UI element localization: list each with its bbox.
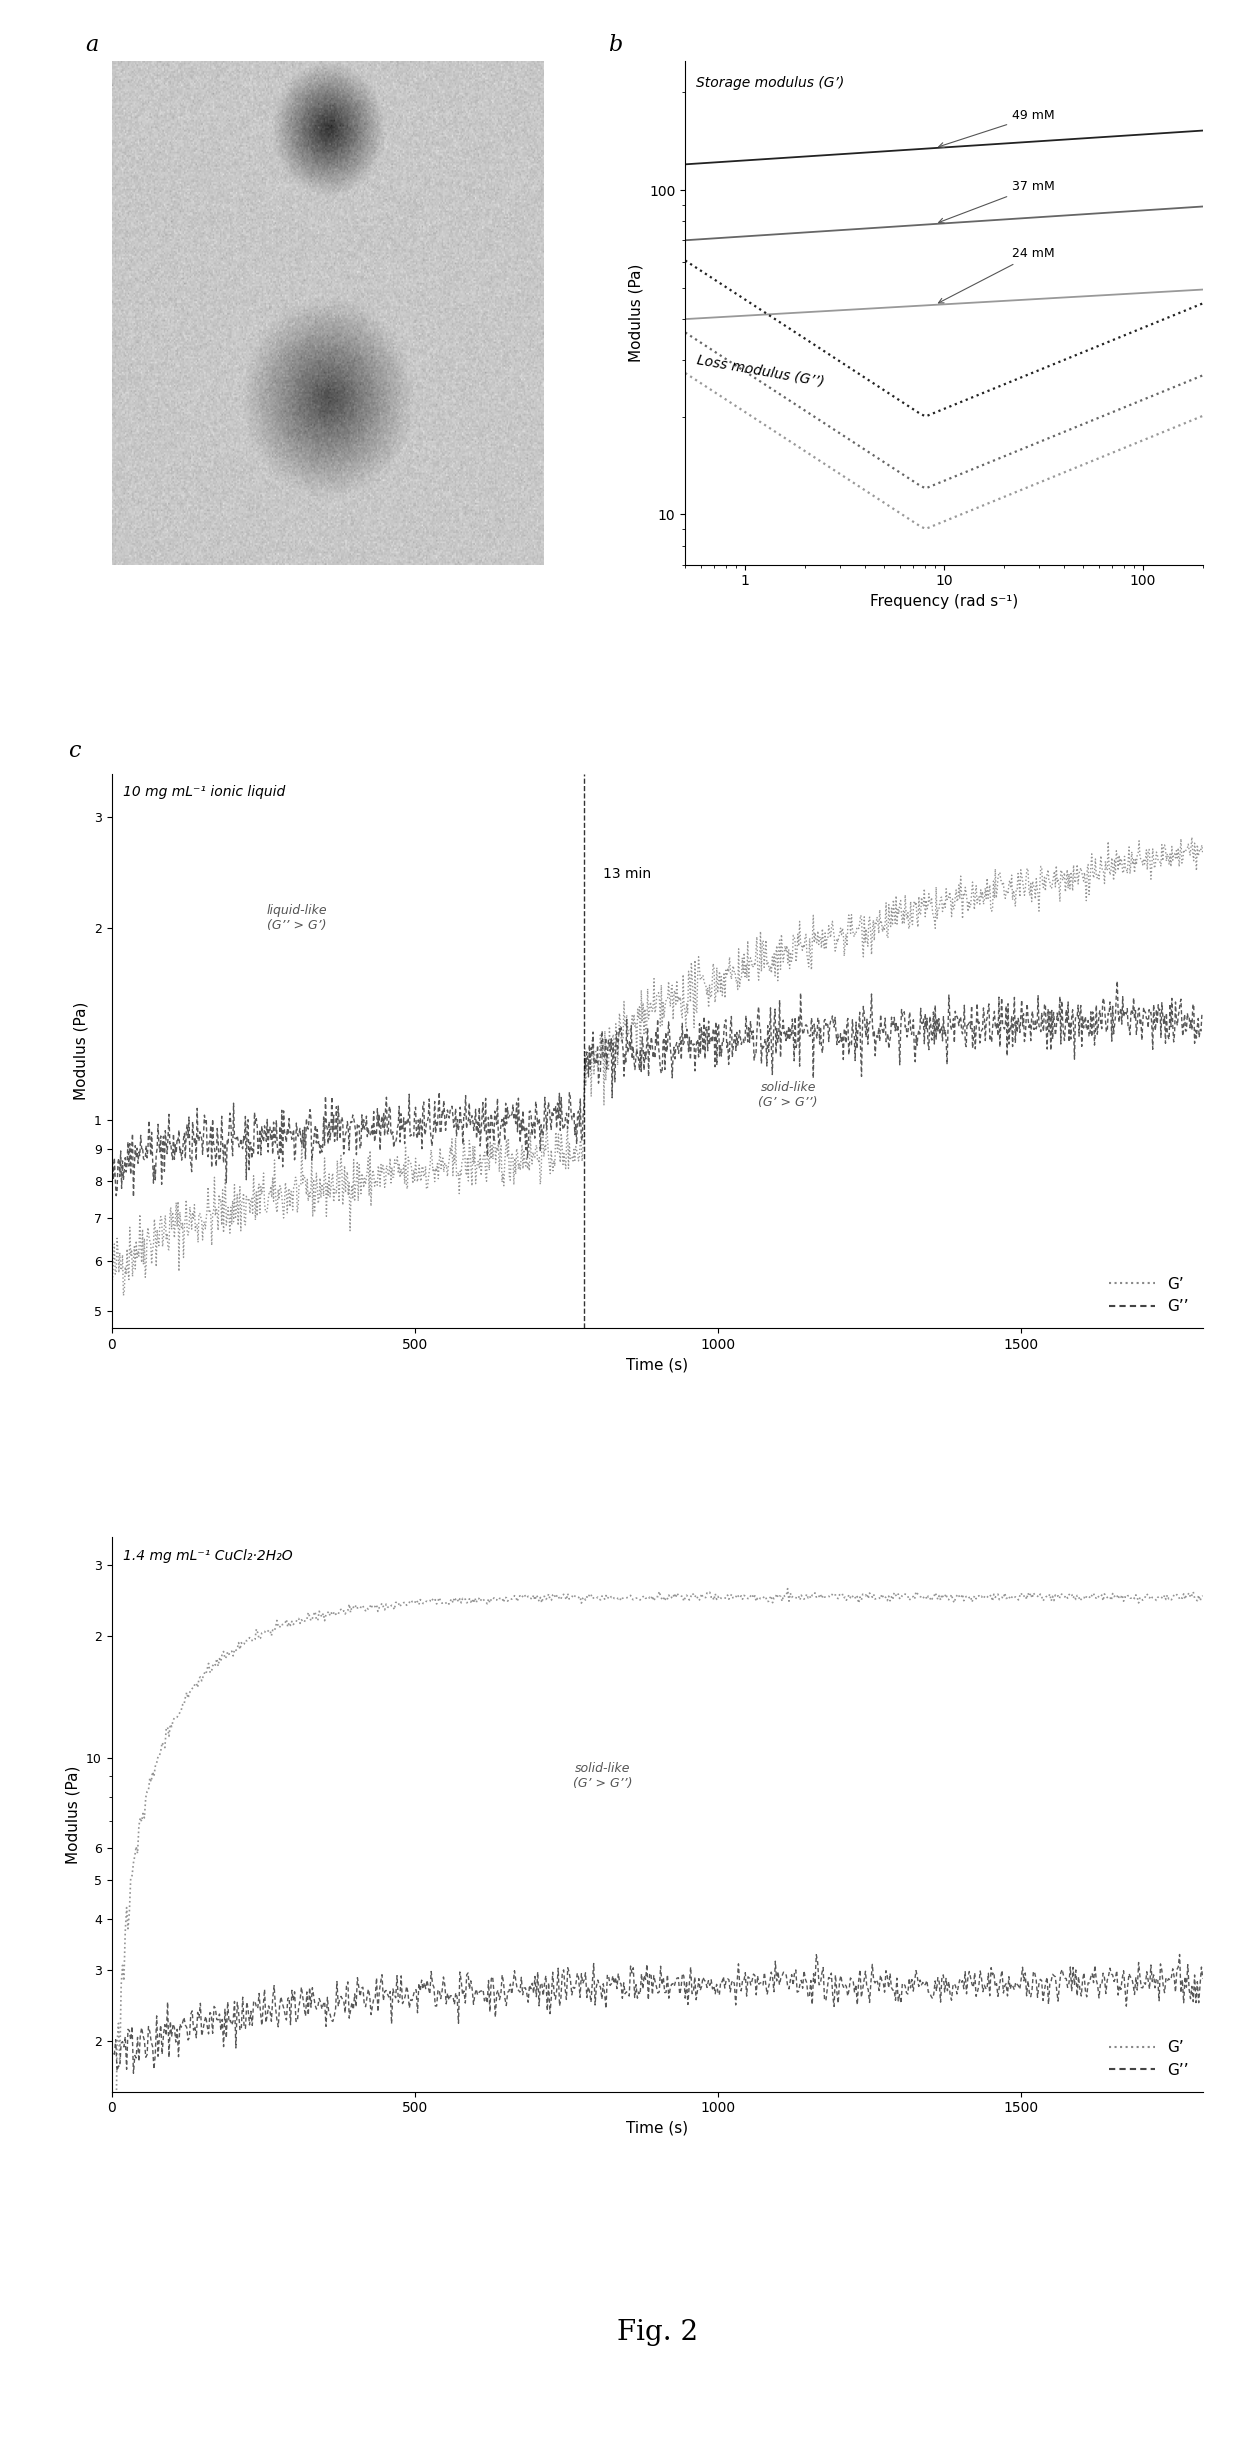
X-axis label: Frequency (rad s⁻¹): Frequency (rad s⁻¹): [870, 595, 1018, 609]
Text: 1.4 mg mL⁻¹ CuCl₂·2H₂O: 1.4 mg mL⁻¹ CuCl₂·2H₂O: [123, 1547, 293, 1562]
Text: 10 mg mL⁻¹ ionic liquid: 10 mg mL⁻¹ ionic liquid: [123, 785, 285, 799]
Y-axis label: Modulus (Pa): Modulus (Pa): [629, 263, 644, 363]
Text: Fig. 2: Fig. 2: [616, 2320, 698, 2347]
Text: Storage modulus (G’): Storage modulus (G’): [696, 76, 844, 90]
Text: liquid-like
(G’’ > G’): liquid-like (G’’ > G’): [267, 904, 327, 933]
Text: 49 mM: 49 mM: [939, 110, 1055, 149]
Text: solid-like
(G’ > G’’): solid-like (G’ > G’’): [573, 1762, 632, 1789]
Legend: G’, G’’: G’, G’’: [1104, 2035, 1195, 2084]
Text: b: b: [608, 34, 621, 56]
Text: a: a: [86, 34, 99, 56]
Text: c: c: [68, 741, 81, 763]
Text: 24 mM: 24 mM: [939, 249, 1055, 302]
Text: solid-like
(G’ > G’’): solid-like (G’ > G’’): [759, 1082, 818, 1109]
Legend: G’, G’’: G’, G’’: [1104, 1270, 1195, 1321]
Text: 13 min: 13 min: [603, 868, 651, 880]
X-axis label: Time (s): Time (s): [626, 1357, 688, 1372]
Y-axis label: Modulus (Pa): Modulus (Pa): [66, 1764, 81, 1864]
Text: 37 mM: 37 mM: [939, 180, 1055, 224]
X-axis label: Time (s): Time (s): [626, 2120, 688, 2135]
Y-axis label: Modulus (Pa): Modulus (Pa): [73, 1002, 88, 1099]
Text: Loss modulus (G’’): Loss modulus (G’’): [696, 353, 825, 390]
